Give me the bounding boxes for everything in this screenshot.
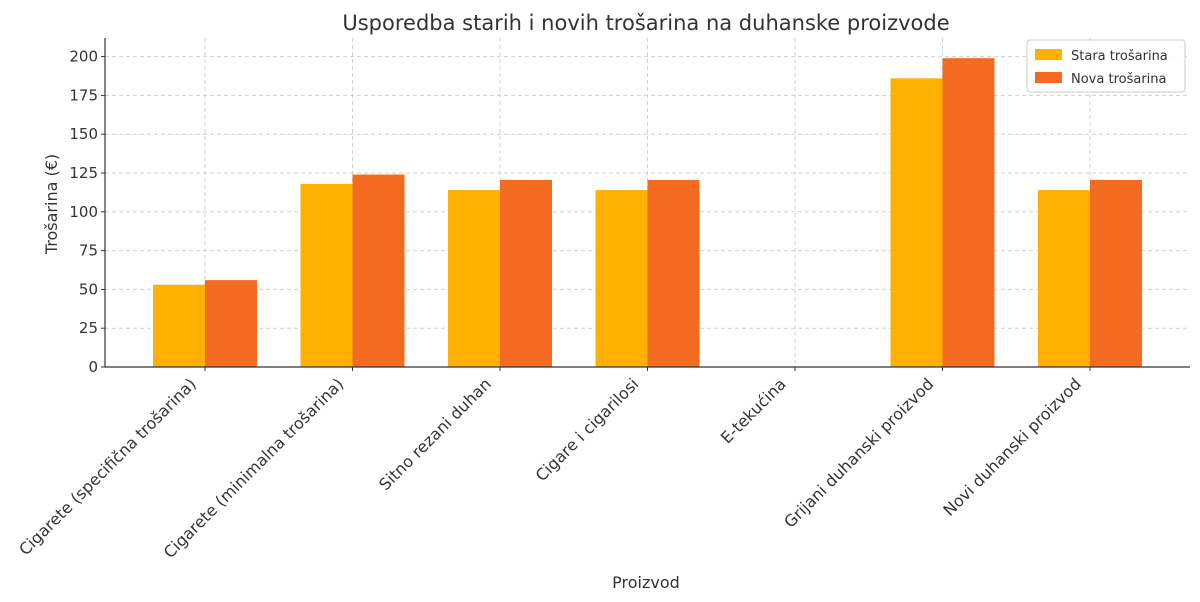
- y-tick-label: 125: [69, 164, 98, 182]
- bars: [153, 58, 1142, 367]
- y-tick-label: 75: [79, 242, 98, 260]
- x-tick-label: E-tekućina: [717, 374, 790, 447]
- y-tick-label: 175: [69, 86, 98, 104]
- x-tick-label: Sitno rezani duhan: [375, 374, 495, 494]
- bar-nova: [352, 174, 405, 367]
- bar-stara: [890, 78, 943, 367]
- bar-nova: [647, 179, 700, 367]
- legend-swatch-stara: [1035, 49, 1062, 60]
- y-axis-label: Trošarina (€): [42, 154, 61, 255]
- axes: [101, 38, 1190, 371]
- chart-title: Usporedba starih i novih trošarina na du…: [342, 11, 949, 35]
- bar-nova: [205, 280, 257, 367]
- bar-stara: [153, 284, 205, 367]
- x-tick-label: Cigarete (minimalna trošarina): [160, 374, 348, 562]
- x-axis-label: Proizvod: [612, 573, 680, 592]
- bar-nova: [500, 179, 552, 367]
- legend: Stara trošarina Nova trošarina: [1026, 39, 1186, 93]
- y-tick-label: 0: [88, 358, 98, 376]
- bar-stara: [595, 190, 648, 367]
- bar-stara: [448, 190, 500, 367]
- bar-stara: [300, 183, 353, 367]
- bar-nova: [942, 58, 995, 367]
- y-tick-label: 150: [69, 125, 98, 143]
- x-tick-label: Grijani duhanski proizvod: [780, 374, 937, 531]
- y-tick-label: 100: [69, 203, 98, 221]
- legend-label-nova: Nova trošarina: [1071, 72, 1166, 87]
- x-tick-label: Cigare i cigarilosi: [532, 374, 643, 485]
- bar-nova: [1090, 179, 1142, 367]
- bar-stara: [1038, 190, 1090, 367]
- y-tick-label: 50: [79, 280, 98, 298]
- y-tick-label: 25: [79, 319, 98, 337]
- x-tick-label: Cigarete (specifična trošarina): [15, 374, 200, 559]
- legend-label-stara: Stara trošarina: [1071, 49, 1168, 64]
- legend-frame: [1026, 39, 1186, 93]
- x-tick-label: Novi duhanski proizvod: [939, 374, 1084, 519]
- y-tick-label: 200: [69, 48, 98, 66]
- legend-swatch-nova: [1035, 72, 1062, 83]
